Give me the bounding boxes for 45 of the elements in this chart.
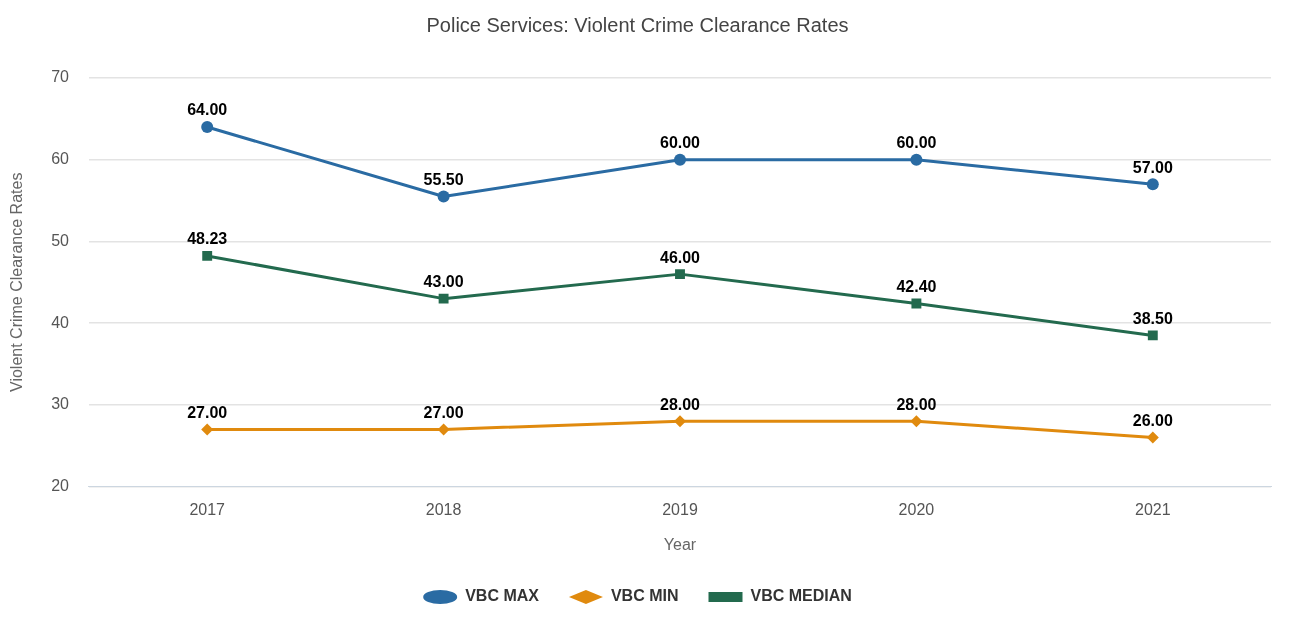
data-label: 48.23	[187, 230, 228, 248]
point	[910, 415, 923, 428]
legend-label: VBC MAX	[465, 587, 540, 605]
point	[201, 121, 214, 134]
legend-label: VBC MEDIAN	[750, 587, 852, 605]
x-axis-title: Year	[663, 535, 697, 553]
y-tick-label: 40	[51, 313, 70, 331]
point	[910, 153, 923, 166]
x-tick-label: 2018	[425, 500, 462, 518]
x-tick-label: 2019	[662, 500, 698, 518]
data-label: 60.00	[896, 134, 937, 152]
data-label: 27.00	[423, 403, 464, 421]
data-label: 38.50	[1132, 309, 1173, 327]
data-label: 42.40	[896, 277, 937, 295]
data-label: 60.00	[659, 134, 701, 152]
data-label: 28.00	[659, 395, 701, 413]
y-tick-label: 60	[51, 150, 70, 168]
data-label: 28.00	[896, 395, 937, 413]
y-tick-label: 20	[51, 477, 70, 495]
data-label: 46.00	[659, 248, 701, 266]
y-tick-label: 50	[51, 231, 70, 249]
point	[911, 298, 922, 309]
y-axis-title: Violent Crime Clearance Rates	[8, 172, 26, 392]
point	[674, 153, 686, 166]
x-tick-label: 2017	[189, 500, 226, 518]
data-label: 57.00	[1132, 158, 1173, 176]
point	[202, 250, 213, 261]
data-label: 64.00	[187, 101, 228, 119]
y-tick-label: 70	[51, 68, 70, 86]
point	[437, 190, 450, 203]
y-tick-label: 30	[51, 395, 70, 413]
data-label: 55.50	[423, 170, 464, 188]
data-label: 27.00	[187, 403, 228, 421]
legend-label: VBC MIN	[610, 587, 679, 605]
data-label: 26.00	[1132, 411, 1173, 429]
point	[675, 269, 685, 280]
data-label: 43.00	[423, 273, 464, 291]
point	[674, 415, 686, 428]
point	[1146, 178, 1159, 191]
x-tick-label: 2021	[1135, 500, 1171, 518]
point	[438, 293, 449, 304]
point	[1146, 431, 1159, 444]
x-tick-label: 2020	[898, 500, 935, 518]
point	[1147, 330, 1158, 341]
chart-title: Police Services: Violent Crime Clearance Rates	[426, 13, 849, 36]
